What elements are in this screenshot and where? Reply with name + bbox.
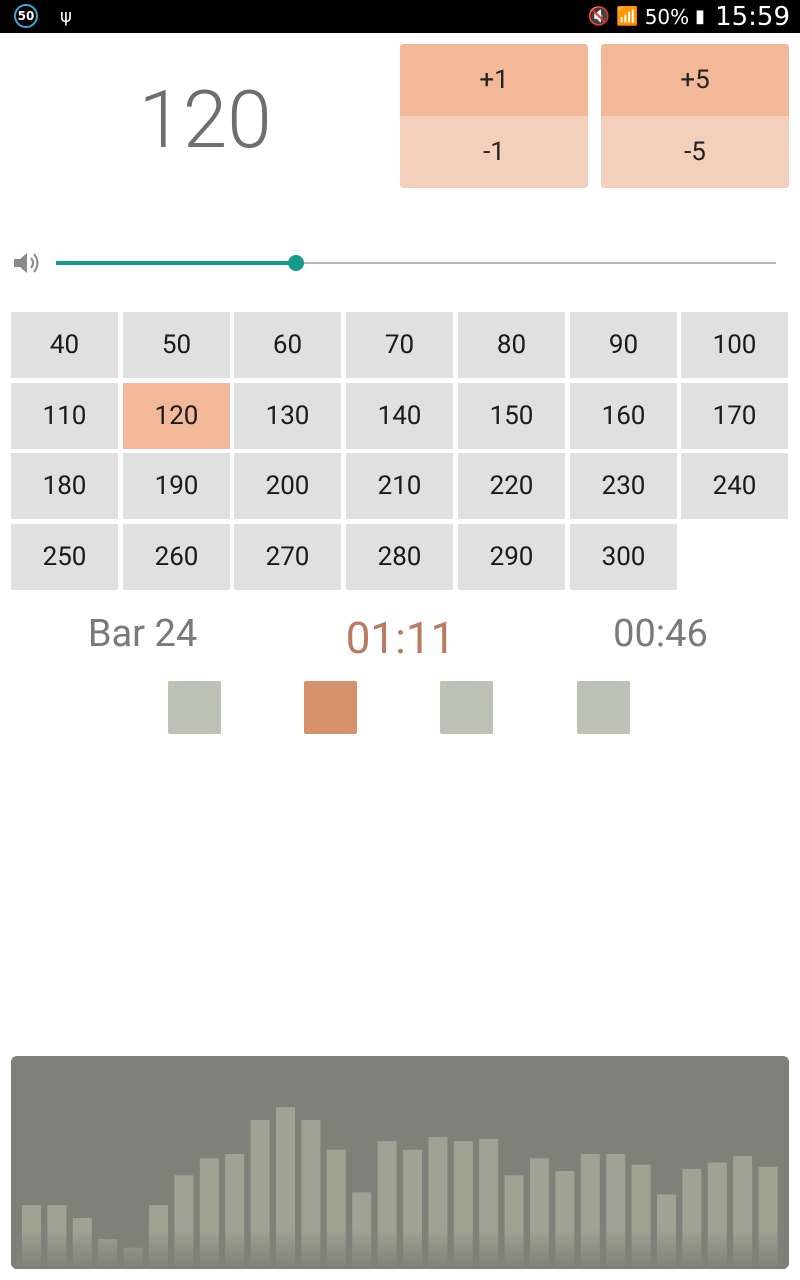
tempo-preset-50[interactable]: 50 [123, 312, 230, 378]
bpm-display: 120 [138, 73, 272, 167]
tempo-preset-290[interactable]: 290 [458, 524, 565, 590]
tempo-preset-240[interactable]: 240 [681, 453, 788, 519]
minus-5-button[interactable]: -5 [601, 116, 789, 188]
tempo-preset-140[interactable]: 140 [346, 383, 453, 449]
remaining-time: 00:46 [613, 612, 708, 656]
tempo-preset-180[interactable]: 180 [11, 453, 118, 519]
notification-badge: 50 [14, 4, 38, 28]
tempo-preset-260[interactable]: 260 [123, 524, 230, 590]
battery-percent: 50% [644, 4, 690, 29]
tempo-preset-160[interactable]: 160 [570, 383, 677, 449]
visualizer-bars [11, 1107, 789, 1269]
volume-icon[interactable] [12, 249, 42, 277]
bar-counter: Bar 24 [87, 612, 198, 656]
audio-visualizer [11, 1056, 789, 1269]
tempo-preset-150[interactable]: 150 [458, 383, 565, 449]
tempo-preset-70[interactable]: 70 [346, 312, 453, 378]
volume-slider[interactable] [56, 255, 776, 271]
beat-indicator-1 [168, 681, 221, 734]
tempo-preset-250[interactable]: 250 [11, 524, 118, 590]
tempo-preset-120[interactable]: 120 [123, 383, 230, 449]
tempo-preset-280[interactable]: 280 [346, 524, 453, 590]
clock: 15:59 [715, 1, 790, 32]
tempo-preset-40[interactable]: 40 [11, 312, 118, 378]
tempo-preset-210[interactable]: 210 [346, 453, 453, 519]
usb-icon: ψ [60, 6, 72, 27]
status-bar: 50 ψ 🔇 📶 50% ▮ 15:59 [0, 0, 800, 33]
tempo-preset-130[interactable]: 130 [234, 383, 341, 449]
tempo-preset-230[interactable]: 230 [570, 453, 677, 519]
visualizer-fade [11, 1229, 789, 1269]
tempo-preset-110[interactable]: 110 [11, 383, 118, 449]
tempo-preset-300[interactable]: 300 [570, 524, 677, 590]
visualizer-bar [276, 1107, 295, 1269]
tempo-preset-270[interactable]: 270 [234, 524, 341, 590]
mute-icon: 🔇 [587, 6, 611, 27]
tempo-preset-190[interactable]: 190 [123, 453, 230, 519]
plus-1-button[interactable]: +1 [400, 44, 588, 116]
elapsed-time: 01:11 [345, 612, 456, 664]
wifi-icon: 📶 [616, 6, 639, 27]
minus-1-button[interactable]: -1 [400, 116, 588, 188]
beat-indicator-2 [304, 681, 357, 734]
beat-indicator-3 [440, 681, 493, 734]
tempo-preset-200[interactable]: 200 [234, 453, 341, 519]
tempo-preset-220[interactable]: 220 [458, 453, 565, 519]
tempo-preset-80[interactable]: 80 [458, 312, 565, 378]
volume-slider-fill [56, 261, 296, 265]
beat-indicator-4 [577, 681, 630, 734]
tempo-preset-60[interactable]: 60 [234, 312, 341, 378]
tempo-preset-grid: 40 50 60 70 80 90 100 110 120 130 140 150 160 170 180 1… [11, 312, 789, 590]
plus-5-button[interactable]: +5 [601, 44, 789, 116]
battery-icon: ▮ [695, 6, 706, 27]
tempo-preset-100[interactable]: 100 [681, 312, 788, 378]
tempo-preset-170[interactable]: 170 [681, 383, 788, 449]
volume-slider-thumb[interactable] [287, 255, 304, 271]
tempo-preset-90[interactable]: 90 [570, 312, 677, 378]
